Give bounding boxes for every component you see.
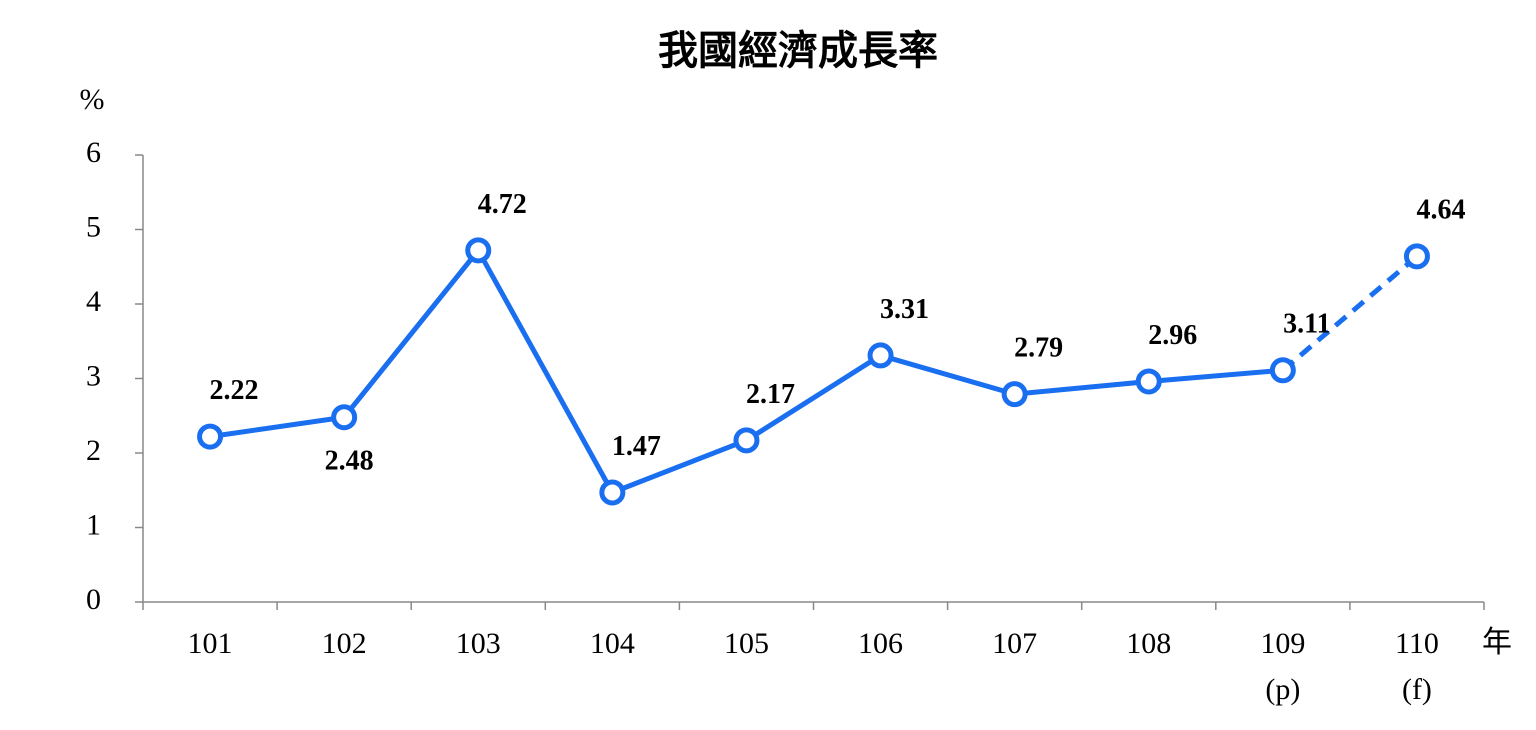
chart-title: 我國經濟成長率 xyxy=(658,28,938,73)
value-label: 4.72 xyxy=(478,189,527,220)
x-tick-label: 101 xyxy=(188,627,233,660)
x-tick-label: 108 xyxy=(1126,627,1171,660)
marker xyxy=(1269,357,1296,384)
line-segment xyxy=(342,248,481,419)
x-tick-label: 105 xyxy=(724,627,769,660)
x-tick-label: 107 xyxy=(992,627,1037,660)
marker xyxy=(1135,368,1162,395)
x-tick-label: 110 xyxy=(1395,627,1439,660)
line-segment xyxy=(1281,254,1419,373)
value-label: 4.64 xyxy=(1416,195,1465,226)
value-label: 2.96 xyxy=(1148,320,1197,351)
x-tick-note: (f) xyxy=(1402,673,1432,706)
marker xyxy=(197,423,224,450)
line-segment xyxy=(1148,367,1284,384)
value-label: 2.48 xyxy=(325,446,374,477)
x-tick-label: 106 xyxy=(858,627,903,660)
x-tick-label: 104 xyxy=(590,627,635,660)
y-tick-label: 6 xyxy=(86,136,101,169)
marker xyxy=(1001,381,1028,408)
x-tick-label: 103 xyxy=(456,627,501,660)
x-tick-label: 102 xyxy=(322,627,367,660)
value-label: 3.31 xyxy=(880,294,929,325)
y-tick-label: 5 xyxy=(86,210,101,243)
marker xyxy=(867,342,894,369)
x-tick-note: (p) xyxy=(1265,673,1300,706)
line-segment xyxy=(745,353,882,443)
y-tick-label: 0 xyxy=(86,583,101,616)
y-tick-label: 2 xyxy=(86,434,101,467)
x-tick-label: 109 xyxy=(1260,627,1305,660)
line-segment xyxy=(1014,378,1149,397)
value-label: 1.47 xyxy=(612,431,661,462)
x-unit: 年 xyxy=(1482,626,1512,659)
y-tick-label: 3 xyxy=(86,359,101,392)
value-label: 2.22 xyxy=(210,375,259,406)
marker xyxy=(465,237,492,264)
y-unit: % xyxy=(80,83,105,116)
line-segment xyxy=(611,438,748,495)
y-tick-label: 1 xyxy=(86,508,101,541)
line-segment xyxy=(879,353,1016,397)
marker xyxy=(331,404,358,431)
marker xyxy=(733,427,760,454)
value-label: 2.17 xyxy=(746,379,795,410)
value-label: 2.79 xyxy=(1014,333,1063,364)
line-segment xyxy=(476,249,615,494)
y-tick-label: 4 xyxy=(86,285,101,318)
line-segment xyxy=(209,414,345,440)
marker xyxy=(1403,243,1430,270)
marker xyxy=(599,479,626,506)
value-label: 3.11 xyxy=(1283,309,1330,340)
